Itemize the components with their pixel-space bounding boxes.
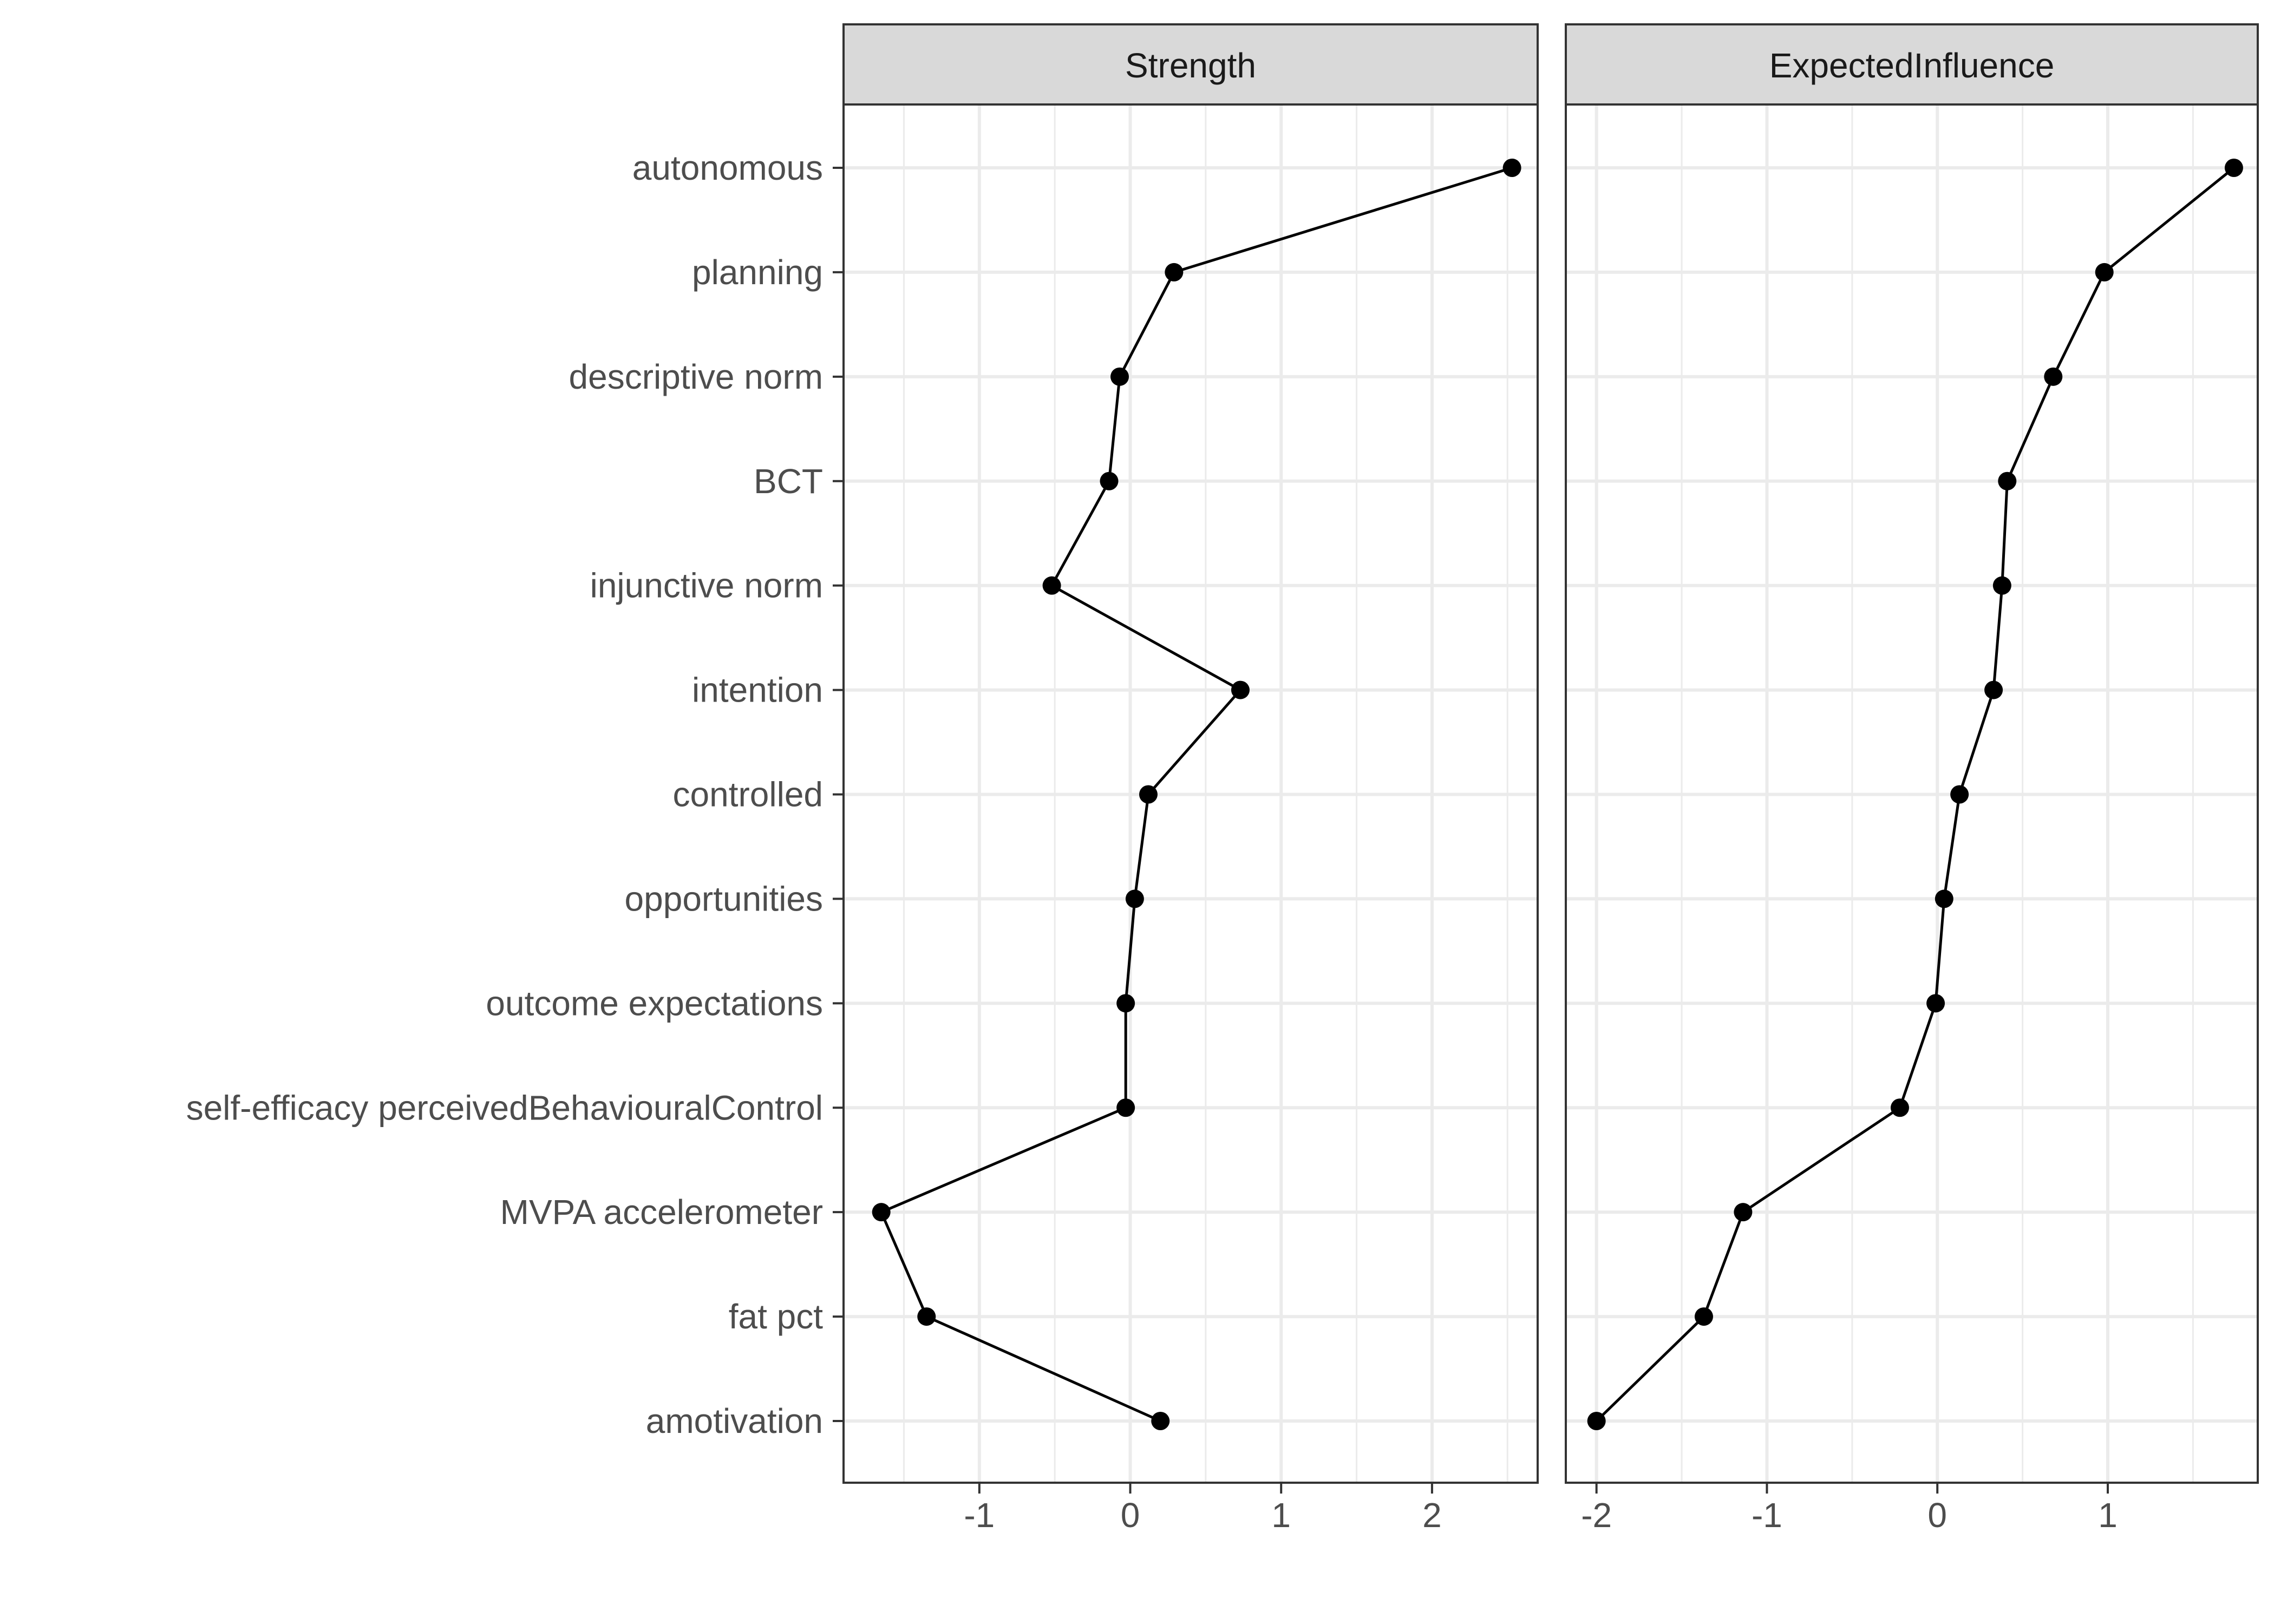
x-tick-label-expectedinfluence: -1: [1752, 1496, 1782, 1535]
category-label-controlled: controlled: [673, 775, 824, 814]
category-label-opportunities: opportunities: [625, 879, 823, 918]
data-point-strength-fat-pct: [917, 1307, 936, 1326]
data-point-expectedinfluence-descriptive-norm: [2044, 367, 2063, 386]
data-point-expectedinfluence-injunctive-norm: [1992, 576, 2011, 595]
category-label-amotivation: amotivation: [646, 1402, 823, 1440]
strip-label-strength: Strength: [1125, 46, 1256, 85]
data-point-expectedinfluence-amotivation: [1587, 1412, 1606, 1430]
category-label-injunctive-norm: injunctive norm: [590, 566, 823, 605]
data-point-strength-mvpa-accelerometer: [872, 1203, 891, 1222]
category-label-bct: BCT: [754, 462, 823, 501]
category-label-intention: intention: [692, 671, 823, 710]
data-point-strength-planning: [1165, 263, 1184, 281]
data-point-expectedinfluence-autonomous: [2224, 159, 2243, 177]
data-point-strength-opportunities: [1125, 889, 1144, 908]
x-tick-label-expectedinfluence: 0: [1927, 1496, 1947, 1535]
strip-background: [1565, 23, 2259, 106]
data-point-strength-outcome-expectations: [1116, 994, 1135, 1013]
data-point-expectedinfluence-intention: [1984, 680, 2003, 699]
data-point-strength-amotivation: [1151, 1412, 1170, 1430]
data-point-expectedinfluence-outcome-expectations: [1926, 994, 1945, 1013]
data-point-strength-autonomous: [1502, 159, 1521, 177]
data-point-expectedinfluence-fat-pct: [1694, 1307, 1713, 1326]
data-point-expectedinfluence-planning: [2095, 263, 2114, 281]
data-point-expectedinfluence-self-efficacy-perceivedbehaviouralcontrol: [1890, 1098, 1909, 1117]
category-label-self-efficacy-perceivedbehaviouralcontrol: self-efficacy perceivedBehaviouralContro…: [186, 1088, 823, 1127]
x-tick-label-strength: 2: [1422, 1496, 1442, 1535]
panel-strength: Strength -1 0 1 2: [842, 23, 1539, 1535]
data-point-expectedinfluence-controlled: [1950, 785, 1969, 804]
category-label-planning: planning: [692, 253, 823, 292]
data-point-strength-injunctive-norm: [1042, 576, 1061, 595]
strip-background: [842, 23, 1539, 106]
x-tick-label-expectedinfluence: 1: [2098, 1496, 2118, 1535]
data-point-strength-self-efficacy-perceivedbehaviouralcontrol: [1116, 1098, 1135, 1117]
category-label-fat-pct: fat pct: [729, 1297, 824, 1336]
data-point-strength-descriptive-norm: [1110, 367, 1129, 386]
y-axis: autonomous planning descriptive norm BCT inj…: [186, 148, 844, 1440]
data-point-strength-intention: [1231, 680, 1250, 699]
category-label-outcome-expectations: outcome expectations: [486, 984, 823, 1023]
category-label-autonomous: autonomous: [632, 148, 823, 187]
x-tick-label-expectedinfluence: -2: [1581, 1496, 1612, 1535]
data-point-expectedinfluence-bct: [1998, 472, 2017, 490]
strip-label-expectedinfluence: ExpectedInfluence: [1769, 46, 2055, 85]
panel-expectedinfluence: ExpectedInfluence -2 -1 0 1: [1565, 23, 2259, 1535]
category-label-mvpa-accelerometer: MVPA accelerometer: [500, 1193, 823, 1232]
data-point-expectedinfluence-mvpa-accelerometer: [1734, 1203, 1753, 1222]
x-tick-label-strength: 0: [1121, 1496, 1140, 1535]
data-point-expectedinfluence-opportunities: [1935, 889, 1953, 908]
x-tick-label-strength: -1: [964, 1496, 995, 1535]
x-tick-label-strength: 1: [1271, 1496, 1291, 1535]
category-label-descriptive-norm: descriptive norm: [569, 357, 824, 396]
data-point-strength-bct: [1100, 472, 1119, 490]
data-point-strength-controlled: [1139, 785, 1158, 804]
